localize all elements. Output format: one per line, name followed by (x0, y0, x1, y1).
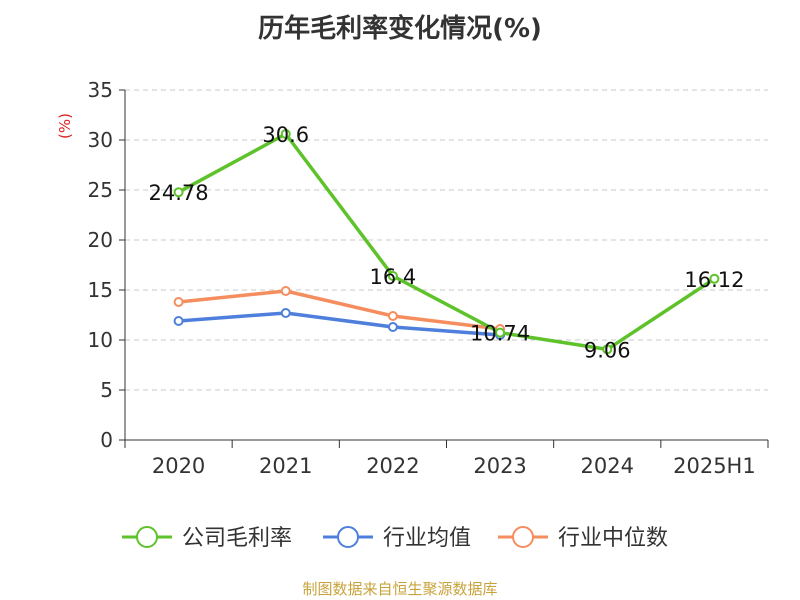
chart-title: 历年毛利率变化情况(%) (258, 14, 542, 44)
data-label: 30.6 (262, 123, 309, 147)
x-tick-label: 2022 (366, 454, 419, 478)
y-tick-label: 10 (88, 328, 113, 352)
data-point (709, 273, 720, 284)
data-point (173, 316, 184, 326)
data-point (495, 327, 506, 338)
y-tick-label: 25 (88, 178, 113, 202)
x-tick-label: 2024 (581, 454, 634, 478)
legend-label: 行业均值 (383, 526, 471, 551)
y-axis-unit-label: (%) (56, 113, 74, 139)
data-point (387, 311, 398, 321)
y-tick-label: 20 (88, 228, 113, 252)
y-tick-label: 30 (88, 128, 113, 152)
data-point (280, 308, 291, 318)
x-tick-label: 2021 (259, 454, 312, 478)
legend-marker (136, 526, 158, 548)
data-point (602, 344, 613, 355)
legend-marker (337, 526, 359, 548)
legend-marker (512, 526, 534, 548)
data-label: 24.78 (149, 181, 209, 205)
data-label: 10.74 (470, 322, 530, 346)
legend-label: 公司毛利率 (182, 526, 292, 551)
y-tick-label: 5 (100, 378, 113, 402)
data-point (173, 297, 184, 307)
x-tick-label: 2020 (152, 454, 205, 478)
y-tick-label: 0 (100, 428, 113, 452)
series-line-0 (177, 132, 716, 352)
series-line-2 (178, 289, 501, 331)
y-tick-label: 15 (88, 278, 113, 302)
legend-label: 行业中位数 (558, 526, 668, 551)
data-label: 16.12 (684, 268, 744, 292)
data-label: 9.06 (584, 338, 631, 362)
data-point (280, 286, 291, 296)
source-footer: 制图数据来自恒生聚源数据库 (302, 580, 498, 598)
data-point (280, 129, 291, 139)
data-point (387, 322, 398, 332)
y-tick-label: 35 (88, 78, 113, 102)
x-tick-label: 2023 (473, 454, 526, 478)
data-label: 16.4 (370, 265, 417, 289)
data-point (173, 187, 184, 198)
data-point (387, 271, 398, 281)
x-tick-label: 2025H1 (673, 454, 756, 478)
series-line-1 (178, 311, 501, 337)
